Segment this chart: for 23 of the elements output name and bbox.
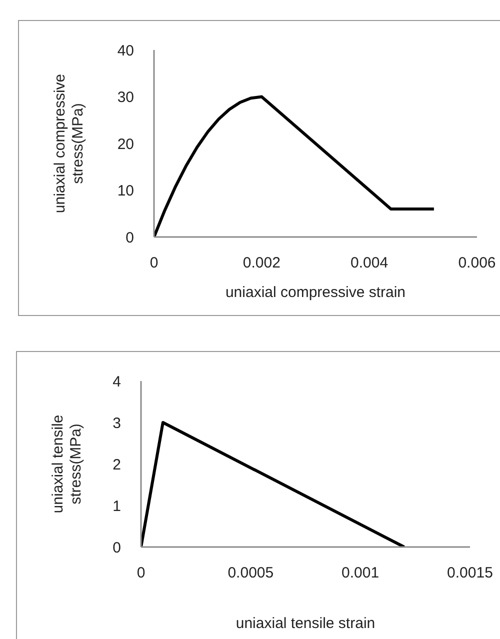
y-tick-label: 2 <box>112 456 121 474</box>
x-tick-label: 0.002 <box>242 254 280 272</box>
x-tick-label: 0 <box>136 564 146 582</box>
y-tick-label: 40 <box>117 42 134 60</box>
x-tick-label: 0 <box>150 254 158 272</box>
y-tick-label: 3 <box>112 414 121 432</box>
y-tick-label: 20 <box>117 136 134 153</box>
y-axis-title: uniaxial tensile stress(MPa) <box>50 414 84 514</box>
x-tick-label: 0.006 <box>458 254 496 272</box>
y-tick-label: 4 <box>112 373 121 390</box>
y-tick-label: 0 <box>112 539 121 556</box>
y-tick-label: 0 <box>126 229 134 246</box>
x-tick-label: 0.001 <box>342 564 380 582</box>
line-series <box>154 95 436 237</box>
x-tick-label: 0.004 <box>350 254 388 272</box>
x-axis-title: uniaxial compressive strain <box>225 284 406 301</box>
y-tick-label: 30 <box>117 89 134 106</box>
y-tick-label: 1 <box>112 498 121 515</box>
y-axis-title: uniaxial compressive stress(MPa) <box>52 74 86 214</box>
x-tick-label: 0.0005 <box>228 564 274 582</box>
x-tick-label: 0.0015 <box>447 564 493 582</box>
x-axis-title: uniaxial tensile strain <box>236 615 376 632</box>
y-tick-label: 10 <box>117 182 134 200</box>
